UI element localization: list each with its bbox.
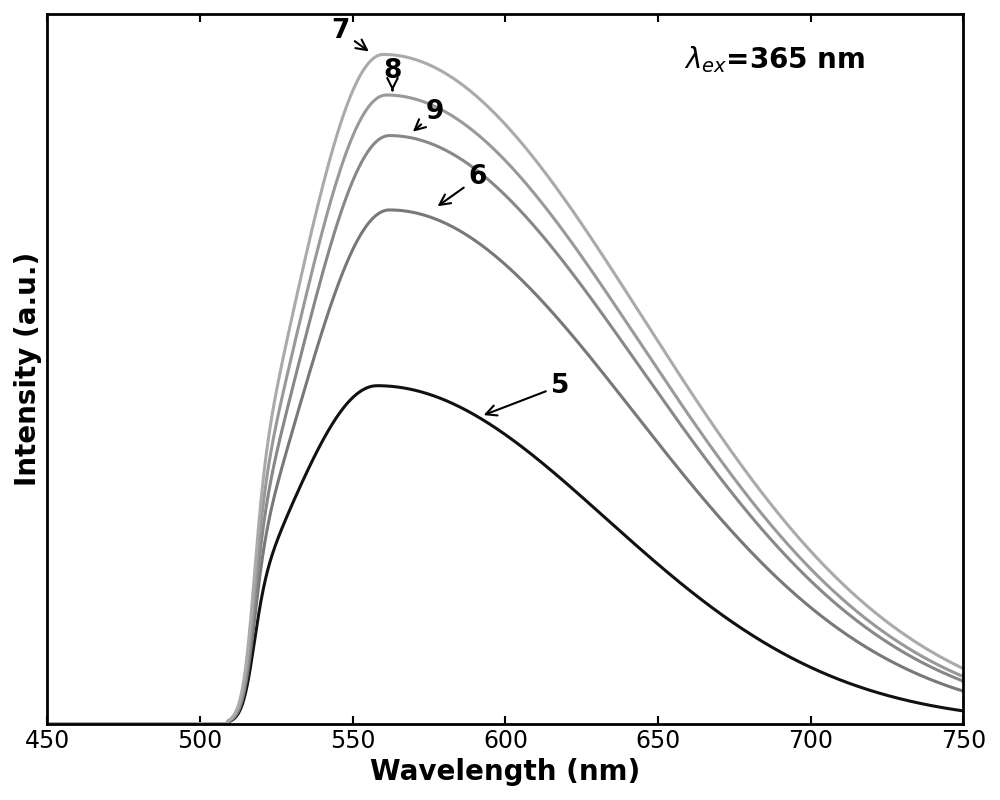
Text: 8: 8 — [383, 58, 402, 90]
Text: 6: 6 — [439, 165, 487, 205]
X-axis label: Wavelength (nm): Wavelength (nm) — [370, 758, 641, 786]
Text: 9: 9 — [415, 99, 444, 130]
Text: 7: 7 — [331, 18, 367, 50]
Text: 5: 5 — [486, 373, 570, 415]
Y-axis label: Intensity (a.u.): Intensity (a.u.) — [14, 252, 42, 486]
Text: $\lambda_{ex}$=365 nm: $\lambda_{ex}$=365 nm — [684, 45, 865, 75]
